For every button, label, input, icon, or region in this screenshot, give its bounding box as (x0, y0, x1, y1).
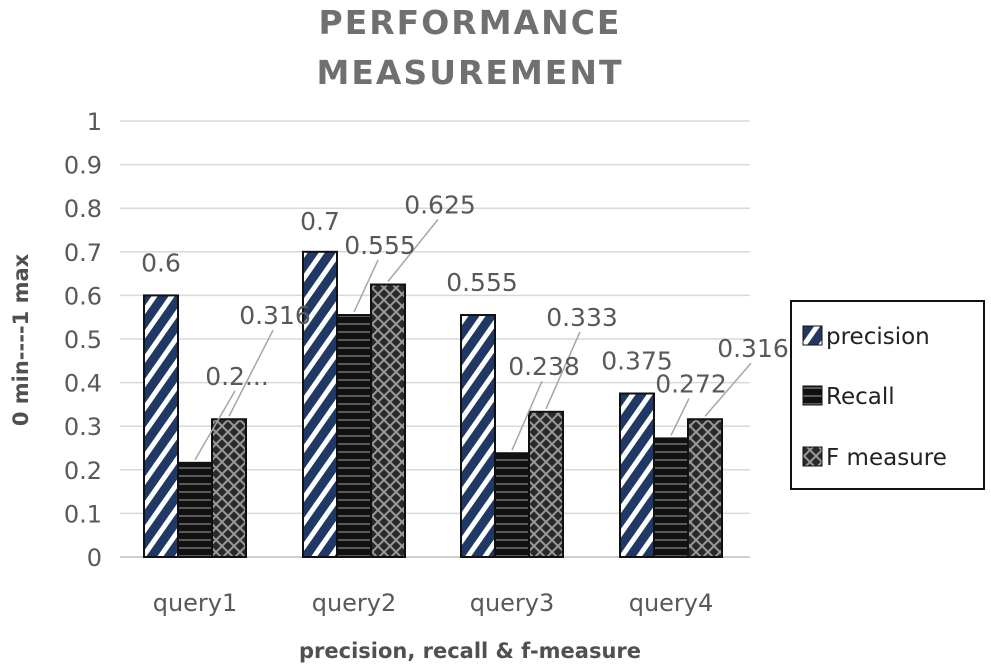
data-labels: 0.60.2...0.3160.70.5550.6250.5550.2380.3… (141, 191, 789, 399)
data-label-fmeasure-query4: 0.316 (717, 334, 789, 363)
x-axis-category-labels: query1 query2 query3 query4 (153, 589, 714, 617)
data-label-recall-query1: 0.2... (205, 362, 269, 391)
data-label-fmeasure-query2: 0.625 (404, 191, 476, 220)
bar-recall-query3 (494, 452, 530, 558)
data-label-precision-query3: 0.555 (446, 268, 518, 297)
leader-lines (194, 219, 752, 461)
leader-line (511, 380, 543, 451)
x-category-label: query2 (312, 589, 397, 617)
data-label-recall-query2: 0.555 (344, 231, 416, 260)
bar-precision-query2 (302, 250, 338, 559)
chart-title-line-2: MEASUREMENT (317, 53, 624, 92)
y-tick-label: 0.9 (64, 152, 102, 180)
bar-recall-query2 (336, 314, 372, 558)
bar-fmeasure-query4 (687, 418, 723, 558)
leader-line (704, 362, 752, 417)
bar-recall-query1 (177, 461, 213, 559)
bar-fmeasure-query3 (528, 410, 564, 559)
leader-line (353, 259, 379, 313)
leader-line (545, 331, 581, 410)
data-label-recall-query3: 0.238 (508, 352, 580, 381)
x-category-label: query1 (153, 589, 238, 617)
y-tick-label: 0.4 (64, 370, 102, 398)
legend-label-fmeasure: F measure (826, 445, 947, 471)
legend: precision Recall F measure (790, 300, 985, 490)
legend-box (790, 300, 985, 490)
bar-fmeasure-query1 (211, 418, 247, 558)
legend-label-precision: precision (826, 324, 930, 350)
y-tick-label: 0.2 (64, 457, 102, 485)
leader-line (228, 329, 274, 417)
leader-line (670, 398, 690, 436)
y-axis-title: 0 min----1 max (9, 253, 33, 426)
y-tick-label: 1 (87, 108, 102, 136)
y-tick-label: 0.7 (64, 239, 102, 267)
bar-fmeasure-query2 (370, 283, 406, 558)
legend-swatch-recall (802, 385, 823, 406)
x-axis-title: precision, recall & f-measure (299, 639, 641, 663)
bar-precision-query4 (619, 392, 655, 558)
data-label-precision-query2: 0.7 (300, 207, 340, 236)
legend-swatch-fmeasure (802, 446, 823, 467)
y-axis-ticks: 0 0.1 0.2 0.3 0.4 0.5 0.6 0.7 0.8 0.9 1 (64, 108, 102, 572)
x-category-label: query4 (629, 589, 714, 617)
y-tick-label: 0 (87, 544, 102, 572)
data-label-fmeasure-query3: 0.333 (546, 303, 618, 332)
data-label-fmeasure-query1: 0.316 (239, 301, 311, 330)
x-category-label: query3 (470, 589, 555, 617)
legend-label-recall: Recall (826, 384, 895, 410)
legend-swatch-precision (802, 325, 823, 346)
leader-line (194, 390, 236, 461)
y-tick-label: 0.6 (64, 282, 102, 310)
y-tick-label: 0.1 (64, 500, 102, 528)
leader-line (387, 219, 439, 282)
y-tick-label: 0.8 (64, 195, 102, 223)
data-label-precision-query4: 0.375 (601, 347, 673, 376)
bar-recall-query4 (653, 437, 689, 558)
y-tick-label: 0.3 (64, 413, 102, 441)
data-label-precision-query1: 0.6 (141, 248, 181, 277)
y-tick-label: 0.5 (64, 326, 102, 354)
data-label-recall-query4: 0.272 (655, 369, 727, 398)
bar-precision-query1 (143, 294, 179, 558)
chart-title-line-1: PERFORMANCE (319, 3, 622, 42)
bars (143, 250, 723, 559)
bar-precision-query3 (460, 314, 496, 558)
